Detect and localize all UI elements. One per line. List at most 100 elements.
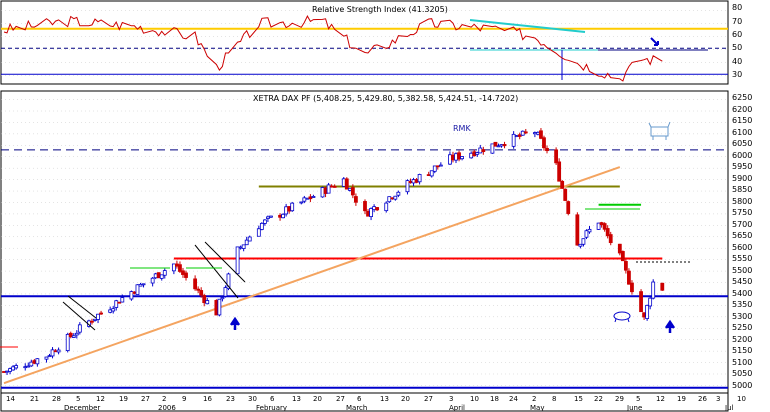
candle-body (520, 130, 525, 136)
candle-body (205, 300, 210, 305)
candle-body (390, 197, 395, 200)
arrow-up-icon (229, 316, 241, 330)
candle-body (651, 281, 656, 299)
day-tick: 20 (313, 395, 322, 403)
price-tick: 5950 (732, 162, 752, 171)
candle-body (2, 371, 6, 373)
candle-body (47, 355, 52, 358)
candle-body (414, 179, 419, 183)
price-panel-frame (0, 90, 729, 394)
rsi-tick: 70 (732, 17, 742, 26)
price-tick: 5800 (732, 197, 752, 206)
bull-icon (648, 121, 671, 140)
day-tick: 21 (30, 395, 39, 403)
day-tick: 30 (248, 395, 257, 403)
day-tick: 2 (532, 395, 536, 403)
day-tick: 20 (401, 395, 410, 403)
candle-body (514, 135, 519, 137)
candle-body (532, 132, 537, 135)
candle-body (617, 243, 622, 254)
candle-body (396, 191, 401, 196)
price-y-axis: 6250 6200 6150 6100 6050 6000 5950 5900 … (732, 93, 752, 390)
price-trendlines (3, 166, 621, 385)
candle-body (493, 141, 498, 147)
candle-body (344, 178, 349, 190)
candle-body (90, 320, 94, 323)
rsi-panel-frame (0, 0, 729, 85)
candle-body (517, 134, 522, 137)
candle-body (281, 213, 285, 219)
day-tick: 2 (162, 395, 166, 403)
candle-body (290, 202, 295, 212)
day-tick: 12 (96, 395, 105, 403)
candle-body (135, 284, 140, 295)
candle-body (341, 178, 346, 187)
month-label: April (449, 404, 465, 412)
candle-body (269, 215, 273, 218)
price-tick: 5850 (732, 185, 752, 194)
candle-body (65, 333, 70, 351)
candle-body (68, 332, 73, 338)
rsi-tick: 30 (732, 70, 742, 79)
candle-body (332, 186, 337, 188)
day-tick: 13 (292, 395, 301, 403)
channel-line (204, 241, 246, 283)
candle-body (648, 297, 653, 307)
candle-body (214, 300, 219, 316)
candle-body (347, 187, 352, 191)
candle-body (584, 230, 589, 238)
day-tick: 13 (380, 395, 389, 403)
price-tick: 5450 (732, 277, 752, 286)
day-tick: 22 (594, 395, 603, 403)
candle-body (311, 196, 316, 198)
candle-body (71, 335, 76, 338)
candle-body (387, 196, 392, 203)
candle-body (560, 180, 565, 189)
candle-body (536, 131, 540, 135)
candle-body (460, 156, 464, 160)
day-tick: 10 (737, 395, 746, 403)
price-tick: 5100 (732, 358, 752, 367)
candle-body (132, 291, 137, 294)
candle-body (639, 291, 643, 313)
candle-body (226, 273, 231, 289)
candle-body (117, 301, 122, 304)
candle-body (299, 201, 304, 204)
candle-body (96, 313, 100, 320)
day-tick: 29 (615, 395, 624, 403)
arrow-down-icon (650, 37, 659, 46)
day-tick: 5 (76, 395, 80, 403)
candle-body (256, 228, 261, 237)
candle-body (74, 332, 79, 336)
day-tick: 3 (716, 395, 720, 403)
candle-body (620, 251, 625, 262)
candle-body (196, 288, 201, 291)
price-tick: 5200 (732, 335, 752, 344)
candlesticks (2, 128, 665, 375)
candle-body (26, 365, 31, 368)
candle-body (545, 147, 549, 152)
price-tick: 5700 (732, 220, 752, 229)
day-tick: 9 (182, 395, 186, 403)
day-tick: 5 (636, 395, 640, 403)
candle-body (481, 149, 486, 153)
candle-body (129, 291, 134, 300)
day-tick: 12 (656, 395, 665, 403)
candle-body (308, 196, 313, 200)
day-tick: 6 (270, 395, 275, 403)
candle-body (108, 309, 113, 313)
candle-body (478, 147, 483, 154)
day-tick: 26 (698, 395, 707, 403)
day-tick: 27 (424, 395, 433, 403)
candle-body (454, 153, 458, 161)
day-tick: 27 (336, 395, 345, 403)
candle-body (35, 358, 40, 365)
candle-body (5, 370, 9, 373)
candle-body (171, 263, 176, 272)
rsi-cyan-trendline (469, 19, 586, 33)
candle-body (193, 278, 198, 290)
day-tick: 3 (449, 395, 453, 403)
candle-body (53, 350, 58, 353)
candle-body (159, 274, 164, 279)
